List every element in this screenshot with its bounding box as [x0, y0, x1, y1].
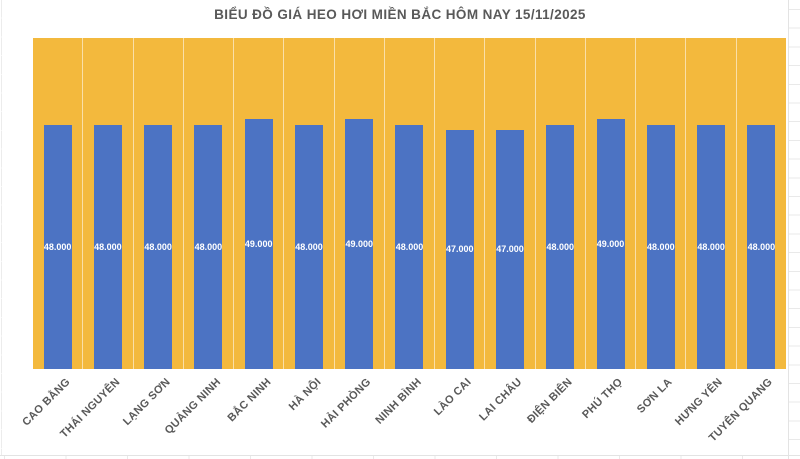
x-axis-label: HÀ NỘI: [286, 376, 324, 413]
bar-value-label: 48.000: [747, 241, 776, 252]
bar-value-label: 47.000: [496, 244, 524, 255]
category-band: 48.000: [284, 38, 335, 369]
sheet-gridline-bottom: [0, 455, 800, 456]
category-band: 48.000: [686, 38, 737, 369]
chart-bar-hà-nội[interactable]: 48.000: [294, 124, 323, 369]
x-axis-label: HẢI PHÒNG: [319, 376, 374, 431]
sheet-row-ticks: [789, 9, 800, 455]
category-band: 48.000: [636, 38, 687, 369]
x-axis-labels: CAO BẰNG THÁI NGUYÊN LẠNG SƠN QUẢNG NINH BẮC…: [20, 369, 786, 455]
bar-value-label: 48.000: [43, 241, 72, 252]
category-band: 48.000: [536, 38, 586, 369]
chart-title[interactable]: BIỂU ĐỒ GIÁ HEO HƠI MIỀN BẮC HÔM NAY 15/…: [214, 7, 586, 22]
chart-bar-cao-bằng[interactable]: 48.000: [43, 124, 72, 369]
x-axis-label: HƯNG YÊN: [673, 376, 726, 428]
bar-value-label: 49.000: [244, 239, 273, 250]
chart-bar-thái-nguyên[interactable]: 48.000: [93, 124, 122, 369]
x-axis-label: SƠN LA: [635, 376, 675, 416]
chart-bar-lào-cai[interactable]: 47.000: [445, 129, 474, 369]
x-axis-label: LAI CHÂU: [477, 376, 525, 424]
sheet-column-ticks: [4, 456, 796, 459]
category-band: 48.000: [33, 38, 84, 369]
category-band: 48.000: [385, 38, 436, 369]
category-band: 48.000: [184, 38, 235, 369]
x-axis-label: LẠNG SƠN: [121, 376, 173, 428]
category-band: 48.000: [134, 38, 184, 369]
chart-bar-lạng-sơn[interactable]: 48.000: [144, 124, 173, 369]
chart-bar-quảng-ninh[interactable]: 48.000: [194, 124, 223, 369]
bar-value-label: 49.000: [596, 239, 625, 250]
chart-bar-ninh-bình[interactable]: 48.000: [395, 124, 424, 369]
category-band: 49.000: [234, 38, 285, 369]
x-axis-label: PHÚ THỌ: [579, 376, 625, 421]
x-axis-label: BẮC NINH: [225, 376, 274, 425]
bar-value-label: 48.000: [697, 241, 725, 252]
chart-bar-bắc-ninh[interactable]: 49.000: [244, 119, 273, 369]
category-band: 48.000: [83, 38, 134, 369]
x-axis-label: LÀO CAI: [432, 376, 475, 418]
chart-bar-sơn-la[interactable]: 48.000: [646, 124, 675, 369]
sheet-gridline-left: [1, 0, 2, 455]
chart-bar-hải-phòng[interactable]: 49.000: [345, 119, 374, 369]
sheet-gridline-right: [788, 0, 789, 459]
category-band: 47.000: [485, 38, 536, 369]
plot-area[interactable]: 48.000 48.000 48.000 48.000 49.000 48.000 49.0…: [33, 38, 786, 369]
category-band: 49.000: [335, 38, 385, 369]
bar-value-label: 47.000: [445, 244, 474, 255]
bar-value-label: 48.000: [144, 241, 172, 252]
bar-value-label: 48.000: [94, 241, 122, 252]
bar-value-label: 48.000: [395, 241, 424, 252]
x-axis-label: ĐIỆN BIÊN: [524, 376, 575, 426]
bar-value-label: 48.000: [647, 241, 675, 252]
chart-bar-hưng-yên[interactable]: 48.000: [697, 124, 726, 369]
bar-value-label: 48.000: [546, 241, 575, 252]
chart-bar-tuyên-quang[interactable]: 48.000: [747, 124, 776, 369]
bar-value-label: 48.000: [194, 241, 223, 252]
chart-bar-phú-thọ[interactable]: 49.000: [596, 119, 625, 369]
bar-value-label: 48.000: [295, 241, 323, 252]
category-band: 48.000: [737, 38, 786, 369]
bar-value-label: 49.000: [345, 239, 373, 250]
category-band: 47.000: [435, 38, 486, 369]
x-axis-label: NINH BÌNH: [373, 376, 424, 427]
chart-bar-điện-biên[interactable]: 48.000: [546, 124, 575, 369]
category-band: 49.000: [586, 38, 637, 369]
chart-bar-lai-châu[interactable]: 47.000: [496, 129, 525, 369]
x-axis-label: CAO BẰNG: [20, 376, 73, 429]
